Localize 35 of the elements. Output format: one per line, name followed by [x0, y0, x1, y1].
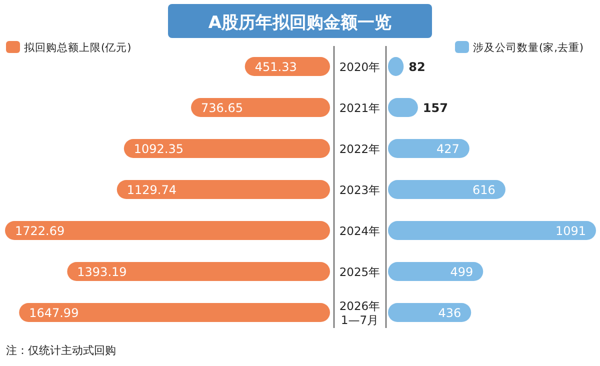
- y-tick-label: 2021年: [339, 101, 381, 115]
- data-label: 427: [436, 142, 460, 156]
- bar: [67, 262, 330, 281]
- data-label: 1393.19: [77, 265, 127, 279]
- data-label: 157: [422, 101, 448, 115]
- y-tick-label: 2023年: [339, 183, 381, 197]
- bar: [388, 221, 596, 240]
- data-label: 1091: [555, 224, 586, 238]
- y-tick-label: 2020年: [339, 60, 381, 74]
- y-tick-label: 2024年: [339, 224, 381, 238]
- bar: [19, 303, 330, 322]
- y-tick-label: 2026年 1—7月: [339, 299, 381, 327]
- y-tick-label: 2025年: [339, 265, 381, 279]
- bar: [191, 98, 330, 117]
- data-label: 82: [408, 60, 426, 74]
- bar: [116, 180, 330, 199]
- data-label: 436: [438, 306, 462, 320]
- data-label: 1129.74: [126, 183, 176, 197]
- data-label: 451.33: [254, 60, 297, 74]
- text: 注：仅统计主动式回购: [6, 344, 116, 357]
- data-label: 736.65: [201, 101, 244, 115]
- data-label: 1722.69: [15, 224, 65, 238]
- chart-title: A股历年拟回购金额一览: [208, 13, 392, 33]
- bar: [388, 180, 506, 199]
- data-label: 1647.99: [29, 306, 79, 320]
- bar: [388, 262, 484, 281]
- data-label: 499: [450, 265, 474, 279]
- bar: [124, 139, 330, 158]
- legend-label: 涉及公司数量(家,去重): [473, 41, 584, 54]
- y-tick-label: 2022年: [339, 142, 381, 156]
- data-label: 616: [472, 183, 496, 197]
- bar: [5, 221, 330, 240]
- legend-label: 拟回购总额上限(亿元): [24, 41, 132, 54]
- bar: [388, 139, 470, 158]
- data-label: 1092.35: [134, 142, 184, 156]
